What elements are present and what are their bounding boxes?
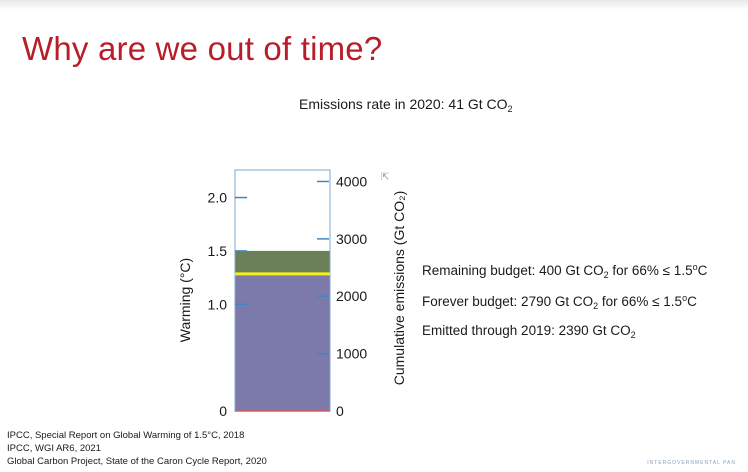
forever-budget-label: Forever budget: 2790 Gt CO — [422, 294, 594, 309]
remaining-budget-segment — [235, 250, 330, 274]
forever-budget-condition: for 66% ≤ 1.5 — [598, 294, 683, 309]
top-bar — [0, 0, 748, 10]
reference-item: Global Carbon Project, State of the Caro… — [7, 456, 267, 467]
chart-group: 0 1.0 1.5 2.0 0 1000 2000 3000 4000 Warming (°C) C… — [177, 169, 407, 419]
remaining-budget-label: Remaining budget: 400 Gt CO — [422, 263, 604, 278]
reference-item: IPCC, Special Report on Global Warming o… — [7, 430, 245, 441]
slide-title: Why are we out of time? — [22, 30, 383, 67]
reference-item: IPCC, WGI AR6, 2021 — [7, 443, 101, 454]
right-axis-tick-label: 1000 — [336, 346, 367, 362]
emissions-rate-text: Emissions rate in 2020: 41 Gt CO2 — [299, 96, 513, 114]
right-axis-tick-label: 3000 — [336, 231, 367, 247]
right-axis-title: Cumulative emissions (Gt CO₂) — [391, 191, 407, 385]
left-axis-tick-label: 0 — [219, 403, 227, 419]
forever-budget-text: Forever budget: 2790 Gt CO2 for 66% ≤ 1.… — [422, 293, 697, 311]
remaining-budget-text: Remaining budget: 400 Gt CO2 for 66% ≤ 1… — [422, 262, 707, 280]
emitted-through-2019-text: Emitted through 2019: 2390 Gt CO2 — [422, 323, 636, 340]
forever-budget-subscript: 2 — [593, 301, 599, 311]
emitted-bar-segment — [235, 273, 330, 411]
left-axis-tick-label: 2.0 — [208, 190, 228, 206]
left-axis-tick-label: 1.5 — [208, 243, 228, 259]
remaining-budget-unit: C — [697, 263, 708, 278]
remaining-budget-degree: o — [692, 262, 698, 272]
right-axis-tick-label: 2000 — [336, 288, 367, 304]
forever-budget-degree: o — [682, 293, 688, 303]
remaining-budget-condition: for 66% ≤ 1.5 — [608, 263, 693, 278]
remaining-budget-subscript: 2 — [603, 270, 609, 280]
left-axis-tick-label: 1.0 — [208, 296, 228, 312]
left-axis-title: Warming (°C) — [177, 258, 193, 342]
footer-watermark: INTERGOVERNMENTAL PAN — [647, 460, 736, 466]
emissions-rate-subscript: 2 — [507, 104, 513, 114]
references: IPCC, Special Report on Global Warming o… — [7, 429, 267, 468]
emissions-rate-label: Emissions rate in 2020: 41 Gt CO — [299, 96, 508, 112]
emitted-subscript: 2 — [630, 330, 636, 340]
emitted-label: Emitted through 2019: 2390 Gt CO — [422, 323, 631, 338]
forever-budget-unit: C — [687, 294, 697, 309]
right-axis-tick-label: 4000 — [336, 173, 367, 189]
right-axis-tick-label: 0 — [336, 403, 344, 419]
mouse-cursor-icon: ⇱ — [381, 172, 390, 183]
